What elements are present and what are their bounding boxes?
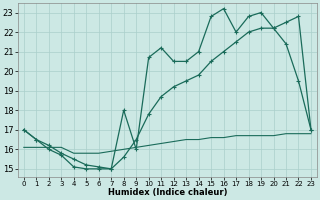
X-axis label: Humidex (Indice chaleur): Humidex (Indice chaleur)	[108, 188, 227, 197]
